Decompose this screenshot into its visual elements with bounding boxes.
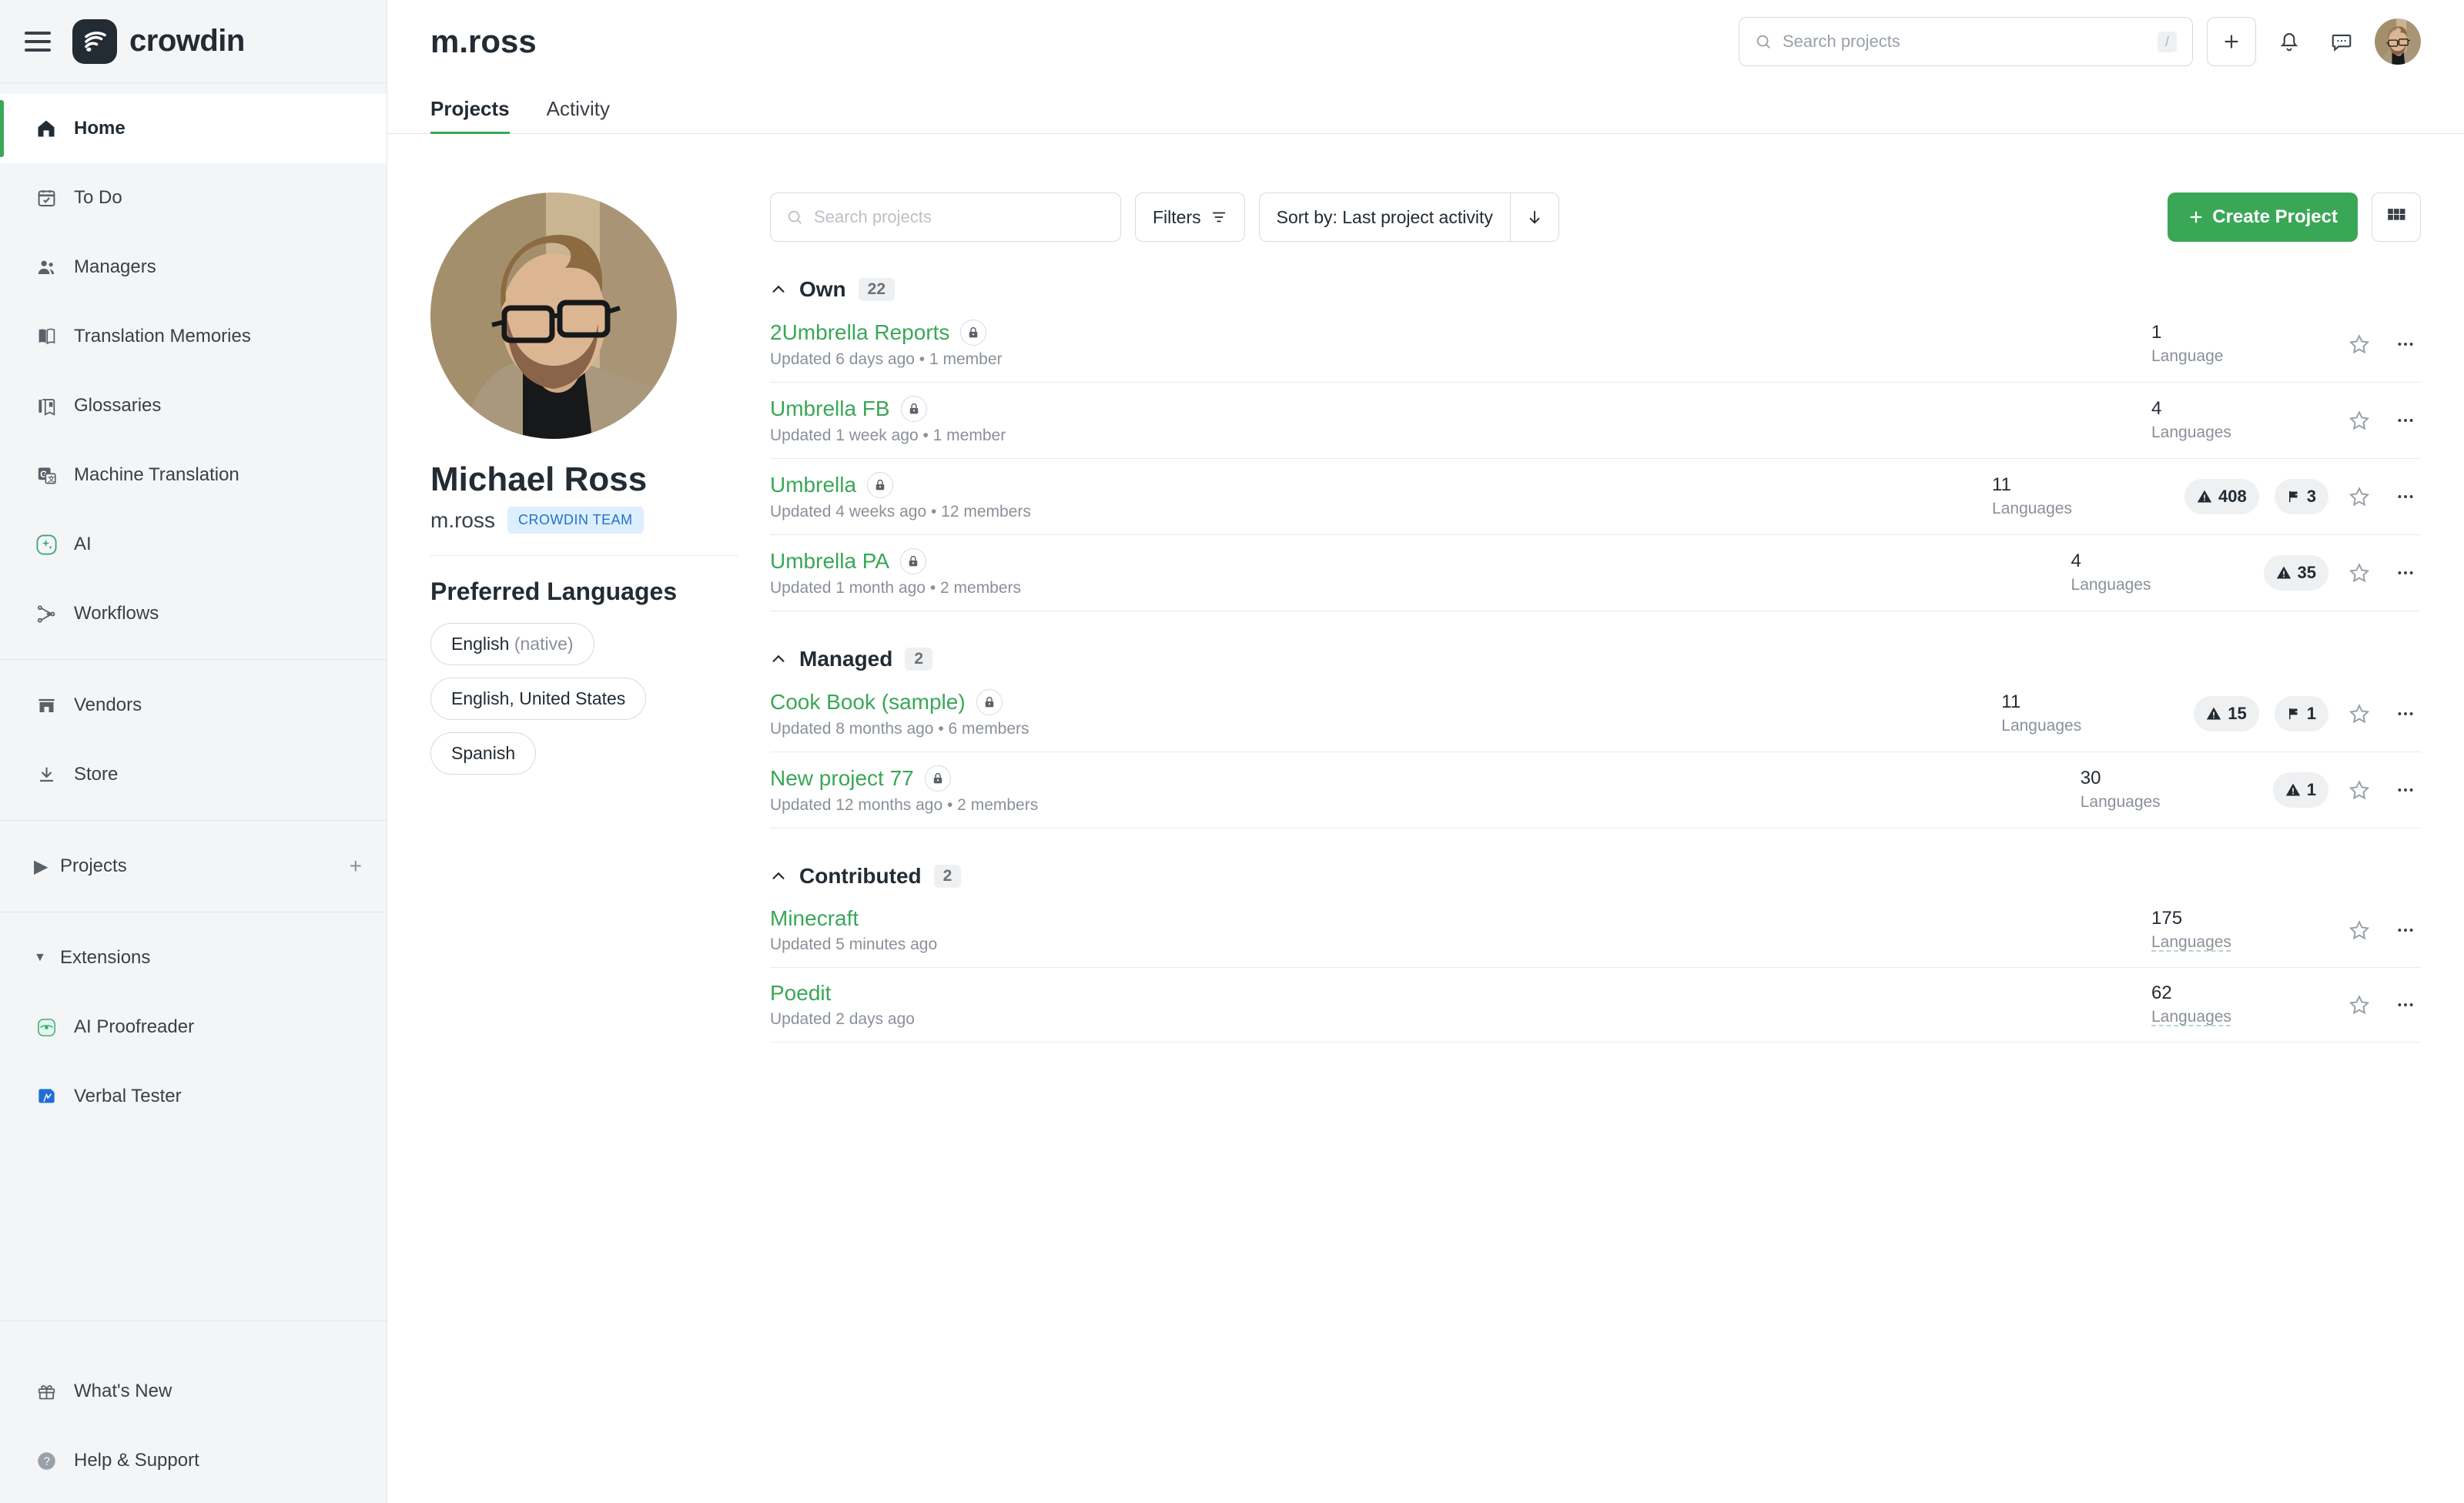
svg-text:?: ? bbox=[43, 1455, 49, 1468]
svg-text:文: 文 bbox=[47, 474, 55, 483]
